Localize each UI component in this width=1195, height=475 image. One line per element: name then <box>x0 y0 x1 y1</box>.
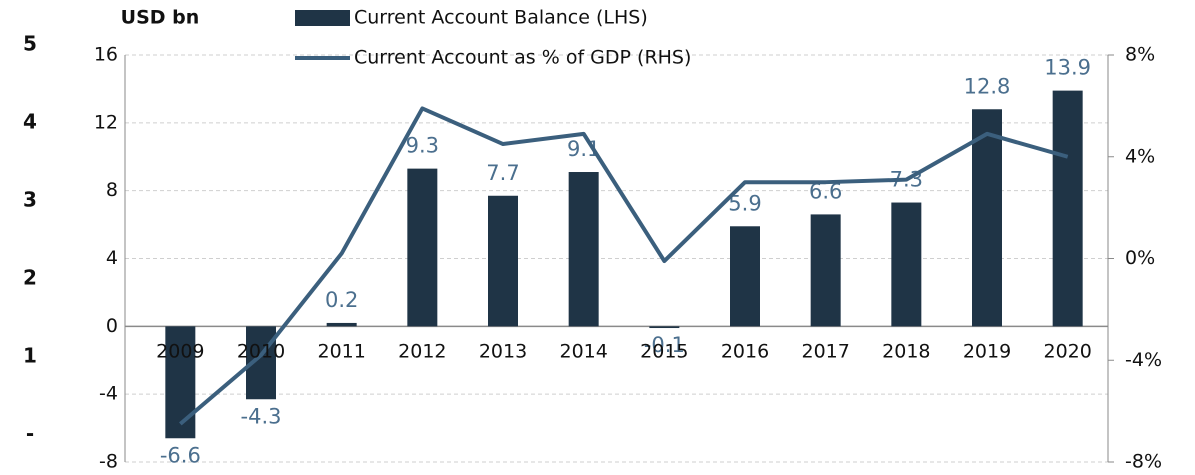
data-label: -4.3 <box>241 404 282 428</box>
data-label: -0.1 <box>644 333 685 357</box>
x-tick-label: 2014 <box>559 341 607 363</box>
side-label: 5 <box>23 32 37 56</box>
y-tick-label: -8 <box>99 451 118 473</box>
x-tick-label: 2019 <box>963 341 1011 363</box>
data-label: 9.3 <box>406 134 439 158</box>
bar <box>730 226 760 327</box>
data-label: 7.7 <box>486 161 519 185</box>
x-tick-label: 2018 <box>882 341 930 363</box>
bar <box>649 326 680 329</box>
bar <box>810 214 841 327</box>
y-tick-label: 4 <box>106 247 118 269</box>
y2-tick-label: -8% <box>1125 451 1162 473</box>
bar <box>488 195 518 327</box>
y2-tick-label: 8% <box>1125 44 1155 66</box>
x-tick-label: 2013 <box>479 341 527 363</box>
data-label: -6.6 <box>160 443 201 467</box>
data-label: 0.2 <box>325 288 358 312</box>
bar <box>407 168 438 327</box>
y-tick-label: 16 <box>94 44 118 66</box>
bar <box>972 109 1002 327</box>
y-tick-label: 8 <box>106 179 118 201</box>
side-label: 1 <box>23 344 37 368</box>
bar <box>1052 90 1083 327</box>
y2-tick-label: 4% <box>1125 145 1155 167</box>
bar <box>165 326 196 439</box>
x-tick-label: 2012 <box>398 341 446 363</box>
side-label: 4 <box>23 110 37 134</box>
y-unit-label: USD bn <box>121 7 200 29</box>
x-tick-label: 2020 <box>1043 341 1091 363</box>
x-tick-label: 2017 <box>801 341 849 363</box>
y-tick-label: 0 <box>106 315 118 337</box>
y2-tick-label: -4% <box>1125 349 1162 371</box>
y-tick-label: -4 <box>99 383 118 405</box>
data-label: 12.8 <box>964 74 1011 98</box>
x-tick-label: 2015 <box>640 341 688 363</box>
bar <box>326 322 357 327</box>
side-label: 2 <box>23 266 37 290</box>
y-tick-label: 12 <box>94 111 118 133</box>
side-label: 3 <box>23 188 37 212</box>
side-label: - <box>26 422 34 446</box>
legend-label: Current Account as % of GDP (RHS) <box>354 47 691 69</box>
x-tick-label: 2016 <box>721 341 769 363</box>
legend-label: Current Account Balance (LHS) <box>354 7 648 29</box>
bar <box>891 202 922 327</box>
bar <box>568 172 599 327</box>
x-tick-label: 2009 <box>156 341 204 363</box>
data-label: 13.9 <box>1044 56 1091 80</box>
y2-tick-label: 0% <box>1125 247 1155 269</box>
line <box>179 106 1069 426</box>
x-tick-label: 2010 <box>237 341 285 363</box>
x-tick-label: 2011 <box>317 341 365 363</box>
legend-swatch <box>295 10 350 26</box>
